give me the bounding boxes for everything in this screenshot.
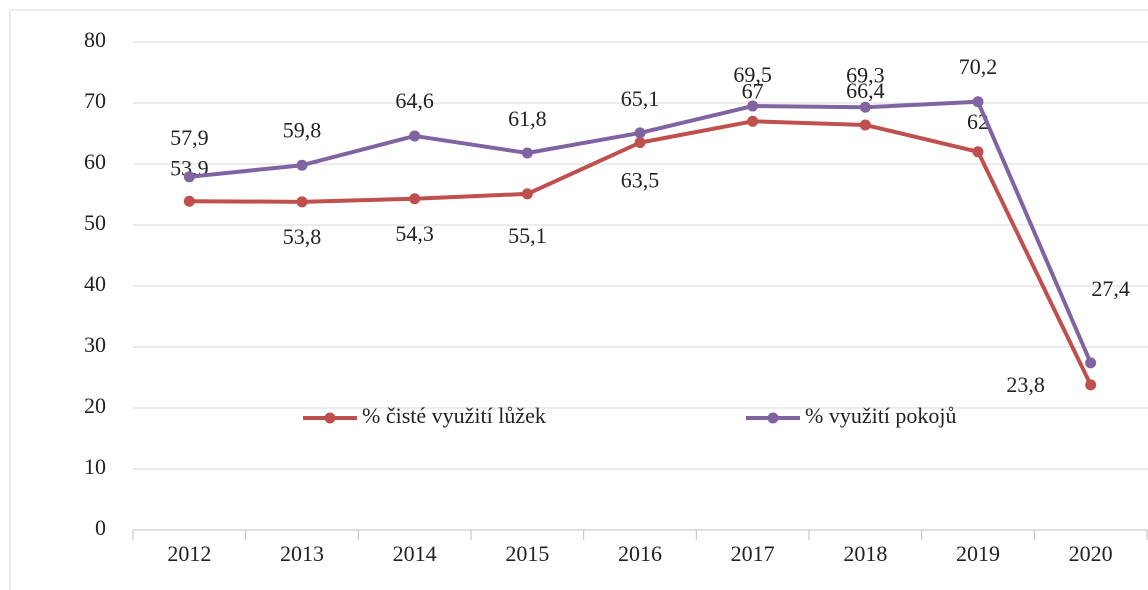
data-point <box>183 195 195 207</box>
y-tick-label: 80 <box>84 27 106 52</box>
data-label: 67 <box>742 78 764 103</box>
data-label: 69,5 <box>733 62 772 87</box>
x-tick-label: 2015 <box>505 541 549 566</box>
data-point <box>747 100 759 112</box>
data-point <box>296 159 308 171</box>
data-label: 69,3 <box>846 62 885 87</box>
data-point <box>409 130 421 142</box>
y-tick-label: 70 <box>84 88 106 113</box>
data-point <box>1085 357 1097 369</box>
data-point <box>634 137 646 149</box>
data-point <box>634 127 646 139</box>
x-tick-label: 2019 <box>956 541 1000 566</box>
data-point <box>859 119 871 131</box>
data-label: 70,2 <box>959 54 998 79</box>
legend-marker <box>324 412 336 424</box>
data-point <box>409 193 421 205</box>
data-label: 55,1 <box>508 223 547 248</box>
legend-marker <box>767 412 779 424</box>
y-tick-label: 20 <box>84 393 106 418</box>
data-point <box>859 101 871 113</box>
x-tick-label: 2013 <box>280 541 324 566</box>
data-point <box>747 115 759 127</box>
x-tick-label: 2017 <box>731 541 775 566</box>
data-label: 59,8 <box>283 117 322 142</box>
data-point <box>183 171 195 183</box>
y-tick-label: 0 <box>95 515 106 540</box>
data-label: 64,6 <box>395 88 434 113</box>
x-tick-label: 2014 <box>393 541 437 566</box>
data-label: 63,5 <box>621 168 660 193</box>
data-point <box>521 188 533 200</box>
legend-label: % čisté využití lůžek <box>362 403 546 428</box>
data-label: 53,8 <box>283 224 322 249</box>
data-point <box>296 196 308 208</box>
data-label: 27,4 <box>1091 276 1130 301</box>
y-tick-label: 30 <box>84 332 106 357</box>
data-point <box>972 96 984 108</box>
chart-border <box>9 9 1148 590</box>
x-tick-label: 2016 <box>618 541 662 566</box>
data-label: 66,4 <box>846 78 885 103</box>
x-tick-label: 2020 <box>1069 541 1113 566</box>
x-tick-label: 2018 <box>843 541 887 566</box>
data-label: 57,9 <box>170 125 209 150</box>
x-tick-label: 2012 <box>167 541 211 566</box>
data-label: 54,3 <box>395 221 434 246</box>
y-tick-label: 50 <box>84 210 106 235</box>
data-point <box>1085 379 1097 391</box>
data-label: 23,8 <box>1006 372 1045 397</box>
data-point <box>521 147 533 159</box>
y-tick-label: 10 <box>84 454 106 479</box>
y-tick-label: 60 <box>84 149 106 174</box>
legend-label: % využití pokojů <box>805 403 957 428</box>
data-label: 65,1 <box>621 86 660 111</box>
data-label: 61,8 <box>508 106 547 131</box>
y-tick-label: 40 <box>84 271 106 296</box>
data-point <box>972 146 984 158</box>
